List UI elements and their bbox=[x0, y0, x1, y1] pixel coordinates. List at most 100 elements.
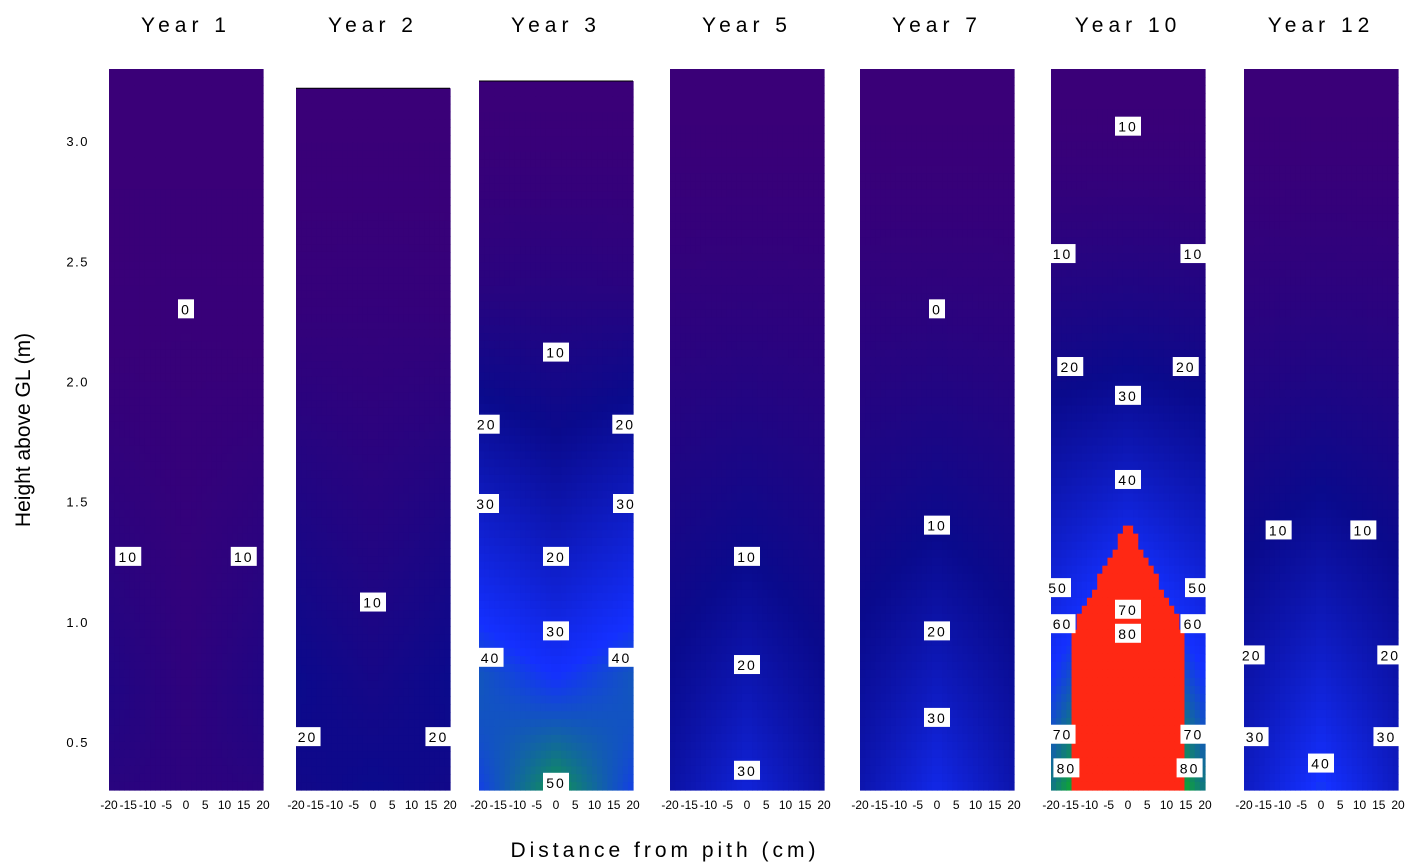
x-tick-label: 20 bbox=[626, 798, 640, 812]
contour-fill bbox=[479, 81, 634, 791]
contour-label: 40 bbox=[612, 650, 632, 666]
x-tick-label: -5 bbox=[912, 798, 923, 812]
x-tick-label: 10 bbox=[1160, 798, 1174, 812]
contour-label: 20 bbox=[298, 729, 318, 745]
contour-label: 40 bbox=[1311, 756, 1331, 772]
x-tick-label: 5 bbox=[389, 798, 396, 812]
x-tick-label: -10 bbox=[700, 798, 718, 812]
contour-label: 60 bbox=[1053, 616, 1073, 632]
contour-label: 20 bbox=[616, 417, 636, 433]
contour-fill bbox=[670, 69, 825, 791]
x-tick-label: 20 bbox=[817, 798, 831, 812]
x-tick-label: -20 bbox=[1042, 798, 1060, 812]
x-tick-label: 20 bbox=[1007, 798, 1021, 812]
x-axis-label: Distance from pith (cm) bbox=[510, 839, 819, 862]
contour-label: 20 bbox=[1381, 647, 1401, 663]
x-tick-label: -10 bbox=[1274, 798, 1292, 812]
x-tick-label: -20 bbox=[661, 798, 679, 812]
y-tick-label: 0.5 bbox=[66, 735, 89, 750]
contour-label: 30 bbox=[927, 710, 947, 726]
panel-title: Year 2 bbox=[328, 14, 418, 37]
x-tick-label: -5 bbox=[161, 798, 172, 812]
contour-label: 40 bbox=[1118, 472, 1138, 488]
contour-label: 20 bbox=[737, 657, 757, 673]
y-tick-label: 1.0 bbox=[66, 615, 89, 630]
x-tick-label: -15 bbox=[871, 798, 889, 812]
contour-label: 10 bbox=[546, 345, 566, 361]
panel-title: Year 7 bbox=[892, 14, 982, 37]
contour-label: 20 bbox=[546, 549, 566, 565]
contour-label: 30 bbox=[1118, 388, 1138, 404]
x-tick-label: 15 bbox=[607, 798, 621, 812]
x-tick-label: 0 bbox=[744, 798, 751, 812]
contour-label: 20 bbox=[477, 417, 497, 433]
contour-label: 20 bbox=[1176, 359, 1196, 375]
x-tick-label: 0 bbox=[934, 798, 941, 812]
contour-fill bbox=[1244, 69, 1399, 791]
x-tick-label: 15 bbox=[424, 798, 438, 812]
x-tick-label: 15 bbox=[237, 798, 251, 812]
x-tick-label: 5 bbox=[1337, 798, 1344, 812]
x-tick-label: 10 bbox=[1353, 798, 1367, 812]
contour-label: 30 bbox=[737, 763, 757, 779]
x-tick-label: -5 bbox=[1103, 798, 1114, 812]
contour-label: 10 bbox=[118, 549, 138, 565]
contour-label: 80 bbox=[1118, 626, 1138, 642]
x-tick-label: -20 bbox=[287, 798, 305, 812]
x-tick-label: -20 bbox=[851, 798, 869, 812]
x-tick-label: 15 bbox=[988, 798, 1002, 812]
x-tick-label: 10 bbox=[218, 798, 232, 812]
contour-label: 10 bbox=[1118, 119, 1138, 135]
y-tick-label: 3.0 bbox=[66, 134, 89, 149]
contour-label: 40 bbox=[481, 650, 501, 666]
x-tick-label: -10 bbox=[890, 798, 908, 812]
x-tick-label: -20 bbox=[100, 798, 118, 812]
x-tick-label: -15 bbox=[681, 798, 699, 812]
x-tick-label: -15 bbox=[490, 798, 508, 812]
x-tick-label: 0 bbox=[553, 798, 560, 812]
x-tick-label: 0 bbox=[183, 798, 190, 812]
contour-label: 50 bbox=[1048, 580, 1068, 596]
panel-title: Year 12 bbox=[1268, 14, 1375, 37]
x-tick-label: 10 bbox=[405, 798, 419, 812]
contour-fill bbox=[1051, 69, 1206, 791]
x-tick-label: 10 bbox=[779, 798, 793, 812]
contour-fill bbox=[109, 69, 264, 791]
x-tick-label: 0 bbox=[1125, 798, 1132, 812]
x-tick-label: 15 bbox=[1372, 798, 1386, 812]
x-tick-label: 10 bbox=[588, 798, 602, 812]
x-tick-label: 15 bbox=[1179, 798, 1193, 812]
x-tick-label: -5 bbox=[1296, 798, 1307, 812]
contour-label: 10 bbox=[1354, 522, 1374, 538]
contour-label: 10 bbox=[737, 549, 757, 565]
contour-label: 10 bbox=[1269, 522, 1289, 538]
contour-fill bbox=[296, 88, 451, 790]
x-tick-label: -5 bbox=[531, 798, 542, 812]
contour-label: 70 bbox=[1184, 727, 1204, 743]
contour-label: 60 bbox=[1184, 616, 1204, 632]
contour-label: 70 bbox=[1118, 602, 1138, 618]
x-tick-label: -20 bbox=[470, 798, 488, 812]
contour-label: 20 bbox=[927, 623, 947, 639]
y-axis-label: Height above GL (m) bbox=[12, 333, 35, 527]
contour-label: 70 bbox=[1053, 727, 1073, 743]
contour-label: 80 bbox=[1180, 760, 1200, 776]
y-tick-label: 1.5 bbox=[66, 495, 89, 510]
panel-title: Year 3 bbox=[511, 14, 601, 37]
contour-label: 10 bbox=[363, 595, 383, 611]
contour-label: 20 bbox=[429, 729, 449, 745]
x-tick-label: -15 bbox=[1255, 798, 1273, 812]
x-tick-label: -5 bbox=[348, 798, 359, 812]
contour-label: 20 bbox=[1060, 359, 1080, 375]
x-tick-label: 0 bbox=[370, 798, 377, 812]
x-tick-label: -15 bbox=[120, 798, 138, 812]
contour-label: 0 bbox=[181, 301, 191, 317]
